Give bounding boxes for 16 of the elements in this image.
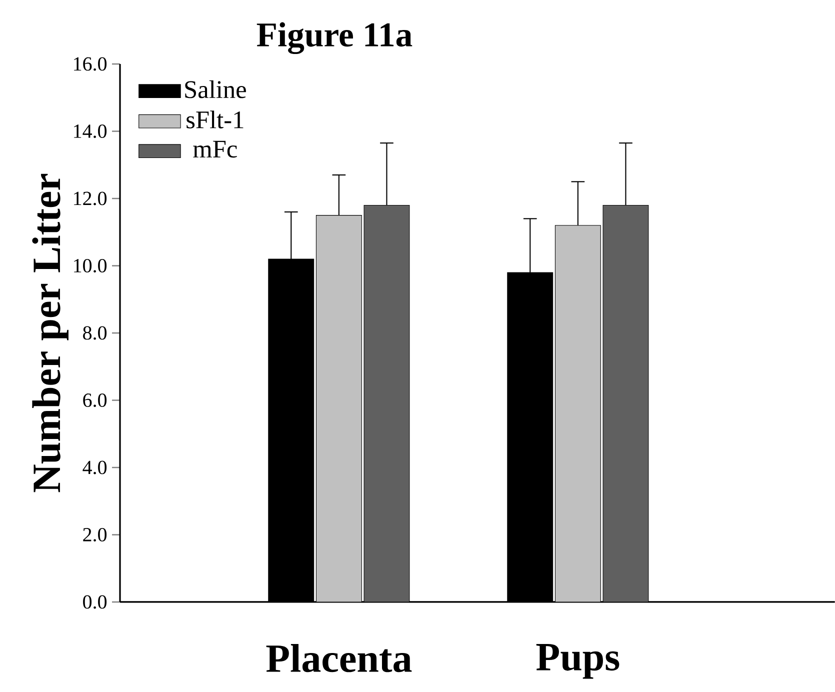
legend-label: sFlt-1: [186, 110, 244, 128]
x-tick-label: Placenta: [266, 644, 412, 672]
y-tick-label: 14.0: [74, 124, 107, 138]
y-tick-label: 12.0: [74, 192, 107, 206]
legend-label: Saline: [185, 80, 246, 98]
y-tick-label: 4.0: [82, 460, 107, 474]
y-tick-label: 8.0: [83, 326, 107, 340]
y-axis-title: Number per Litter: [32, 174, 68, 492]
legend-label: mFc: [193, 140, 237, 158]
x-tick-label: Pups: [536, 644, 620, 679]
y-tick-label: 16.0: [74, 57, 107, 71]
chart-title: Figure 11a: [256, 22, 412, 54]
y-tick-label: 6.0: [83, 393, 107, 408]
y-tick-label: 10.0: [74, 258, 107, 273]
y-tick-label: 2.0: [83, 528, 107, 542]
y-tick-label: 0.0: [83, 595, 107, 609]
